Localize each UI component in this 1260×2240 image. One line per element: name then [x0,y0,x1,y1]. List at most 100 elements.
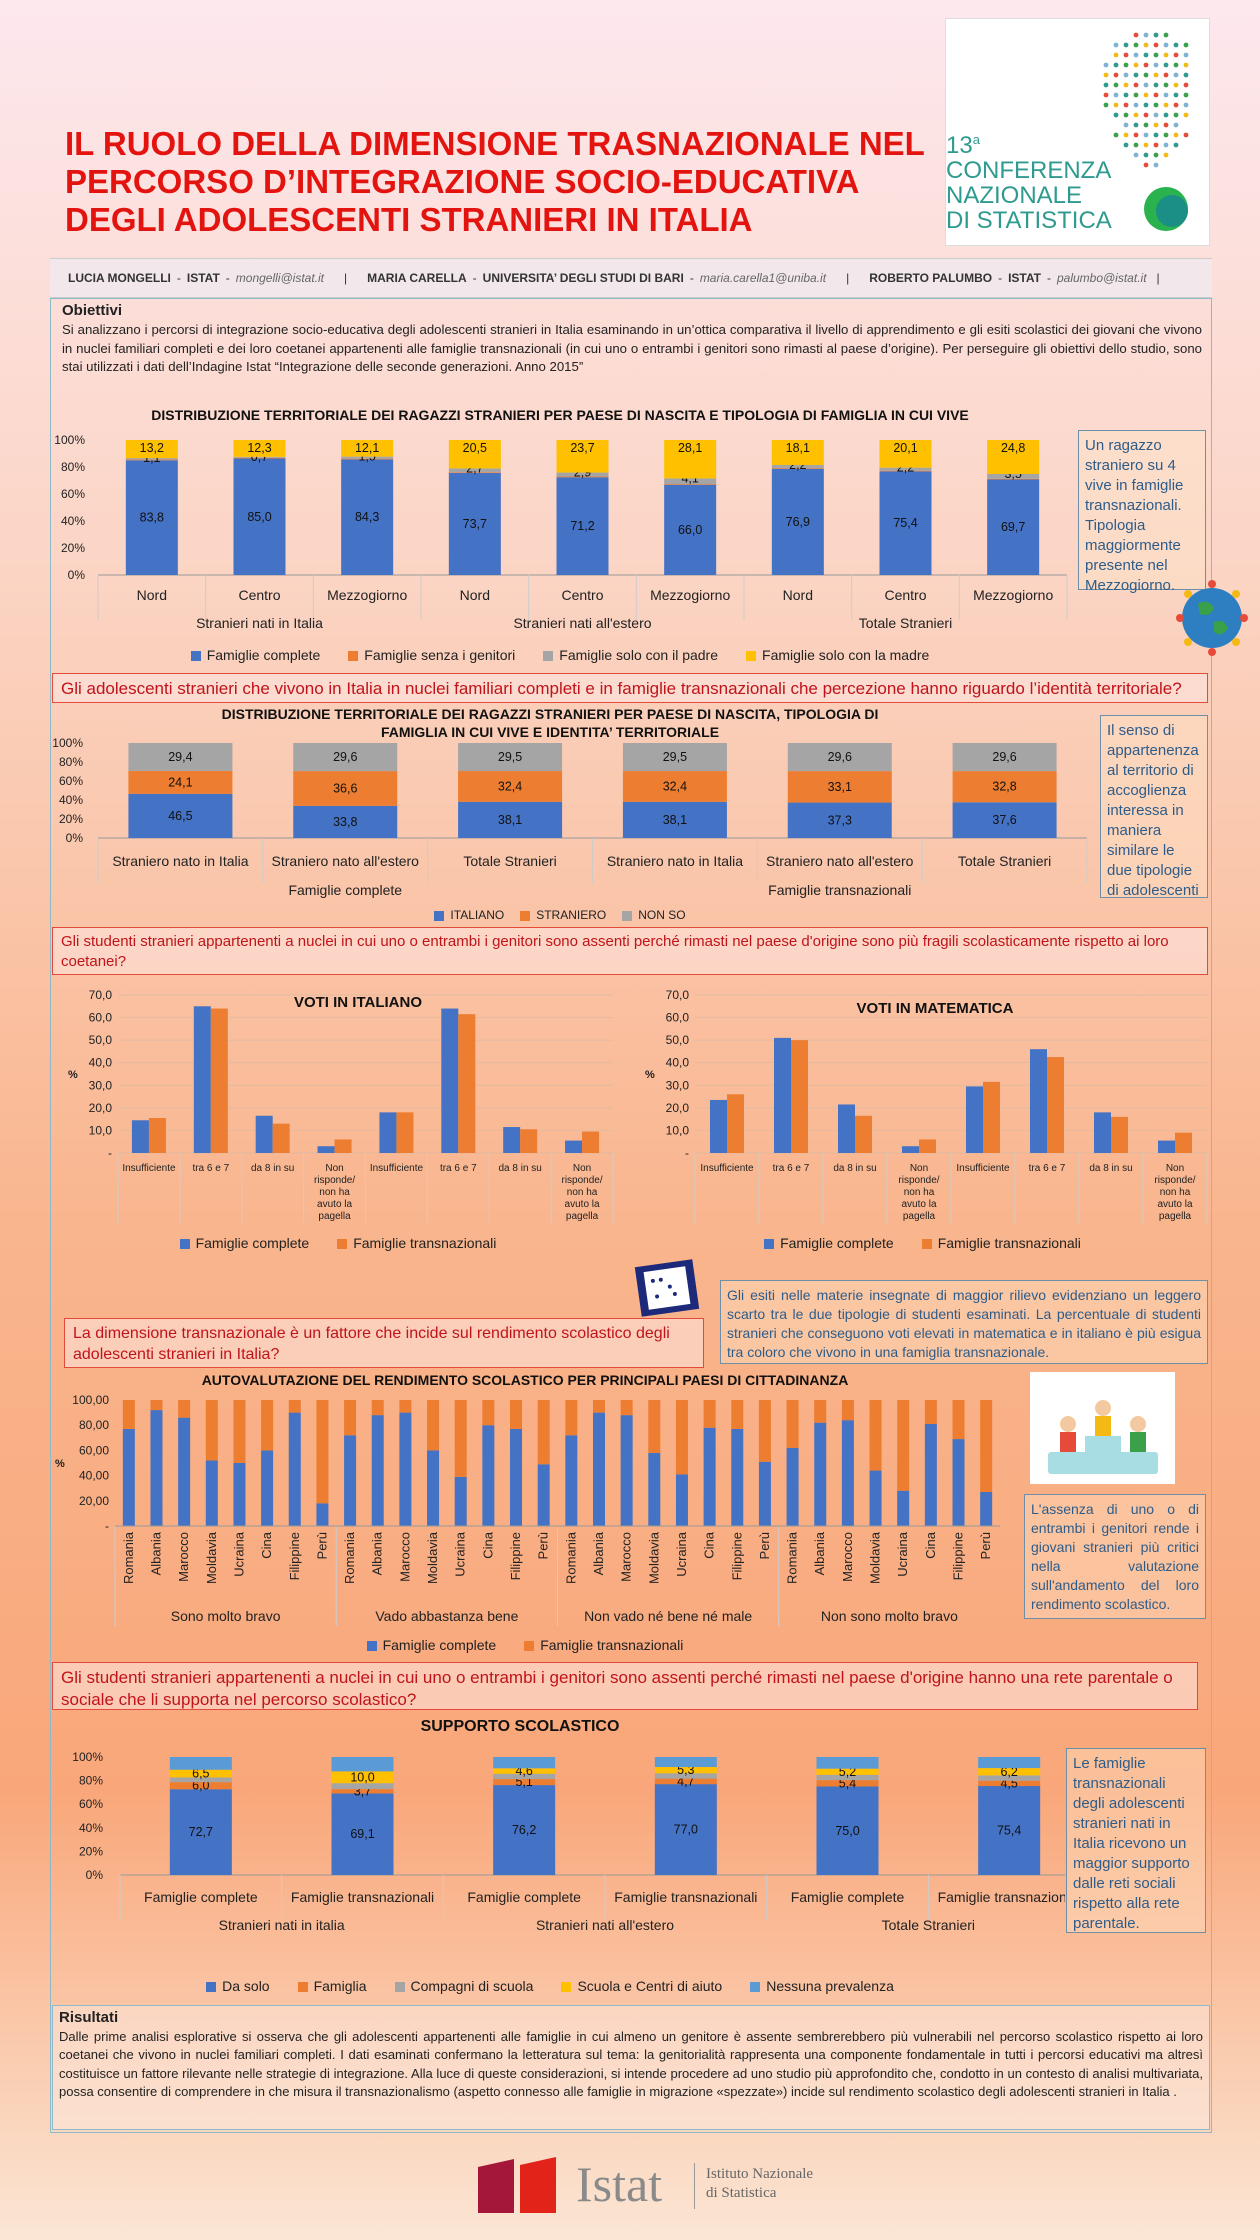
bar-segment [869,1400,882,1471]
y-tick-label: 40% [61,514,85,528]
data-label: 29,6 [828,750,852,764]
data-label: 12,3 [247,441,271,455]
bar-segment [205,1460,218,1526]
bar-segment [758,1400,771,1462]
legend-item: Famiglie transnazionali [921,1235,1081,1251]
y-tick-label: 10,0 [666,1123,690,1137]
conference-line-3: DI STATISTICA [946,207,1112,234]
data-label: 24,8 [1001,441,1025,455]
bar-segment [293,743,398,772]
bar [919,1139,936,1153]
conference-line-2: NAZIONALE [946,182,1083,209]
category-label: tra 6 e 7 [1029,1163,1066,1174]
data-label: 20,1 [893,441,917,455]
y-tick-label: 60,0 [89,1011,113,1025]
bar-segment [987,440,1040,474]
category-label: Famiglie complete [144,1889,258,1905]
bar-segment [980,1400,993,1492]
bar-segment [952,771,1057,803]
chart4-svg: - 10,0 20,0 30,0 40,0 50,0 60,0 70,0% Insufficie… [645,988,1208,1223]
category-label: Ucraina [674,1531,689,1577]
bar-segment [448,472,501,575]
bar-segment [771,440,824,466]
conference-logo: 13a CONFERENZA NAZIONALE DI STATISTICA [945,18,1210,246]
bar-segment [427,1450,440,1526]
bar-segment [622,743,727,772]
question-3: La dimensione transnazionale è un fattor… [64,1318,704,1368]
bar-segment [537,1464,550,1526]
y-tick-label: 100,00 [72,1393,109,1407]
category-label: Centro [238,587,280,603]
legend-label: Scuola e Centri di aiuto [577,1978,723,1994]
green-circle-icon [1144,187,1188,231]
legend-label: Famiglie transnazionali [540,1637,684,1653]
legend-item: STRANIERO [520,908,606,922]
y-axis-label: % [55,1458,65,1470]
author-name: LUCIA MONGELLI [68,271,171,285]
bar-segment [341,440,394,457]
bar-segment [169,1782,232,1790]
bar [148,1118,166,1153]
chart3-title: VOTI IN ITALIANO [293,994,423,1011]
legend-item: Famiglie transnazionali [524,1637,683,1653]
data-label: 32,8 [992,780,1016,794]
bar-segment [233,457,286,459]
y-tick-label: 70,0 [89,988,113,1002]
bar-segment [978,1768,1041,1776]
bar-segment [331,1771,394,1784]
bar-segment [664,440,717,479]
legend-item: ITALIANO [434,908,504,922]
y-tick-label: 80% [61,460,85,474]
y-tick-label: 100% [72,1750,103,1764]
y-axis-label: % [645,1069,655,1081]
bar-segment [897,1490,910,1526]
bar-segment [458,743,563,772]
y-tick-label: 80% [79,1774,103,1788]
group-label: Totale Stranieri [882,1917,975,1930]
bar-segment [978,1780,1041,1787]
data-label: 37,6 [992,813,1016,827]
bar [902,1146,919,1153]
legend-swatch [921,1239,932,1250]
category-label: Perù [314,1532,329,1559]
category-label: da 8 in su [499,1163,542,1174]
category-label: Filippine [729,1532,744,1580]
istat-org-line-1: Istituto Nazionale [706,2166,814,2182]
author-org: ISTAT [186,271,220,285]
author-email[interactable]: palumbo@istat.it [1056,271,1147,285]
category-label: Filippine [508,1532,523,1580]
bar [565,1140,583,1153]
bar-segment [150,1410,163,1526]
legend-swatch [622,910,633,921]
category-label: Non risponde/non ha avuto la pagella [898,1163,939,1222]
author-email[interactable]: mongelli@istat.it [235,271,324,285]
y-tick-label: 80,00 [79,1418,109,1432]
bar-segment [150,1400,163,1411]
y-tick-label: - [108,1146,112,1160]
category-label: Marocco [840,1532,855,1582]
note-1: Un ragazzo straniero su 4 vive in famigl… [1078,430,1206,594]
note-2: Il senso di appartenenza al territorio d… [1100,715,1208,899]
content-frame [50,298,1212,2133]
bar-segment [816,1757,879,1769]
bar-segment [331,1783,394,1790]
legend-label: Famiglie solo con la madre [762,647,930,663]
chart1-svg: 0%20%40%60%80%100%83,81,113,2Nord85,00,7… [54,433,1068,631]
bar-segment [493,1768,556,1774]
bar-segment [675,1474,688,1526]
data-label: 69,7 [1001,520,1025,534]
data-label: 6,5 [192,1767,209,1781]
objectives-text: Si analizzano i percorsi di integrazione… [62,322,1202,374]
category-label: Mezzogiorno [650,587,730,603]
bar-segment [482,1425,495,1526]
data-label: 73,7 [463,517,487,531]
bar-segment [261,1400,274,1451]
category-label: Perù [978,1532,993,1559]
author-email[interactable]: maria.carella1@uniba.it [699,271,827,285]
data-label: 6,0 [192,1779,209,1793]
bar-segment [771,468,824,469]
author-name: MARIA CARELLA [367,271,467,285]
category-label: Mezzogiorno [327,587,407,603]
bar [131,1120,149,1153]
bar-segment [293,805,398,838]
